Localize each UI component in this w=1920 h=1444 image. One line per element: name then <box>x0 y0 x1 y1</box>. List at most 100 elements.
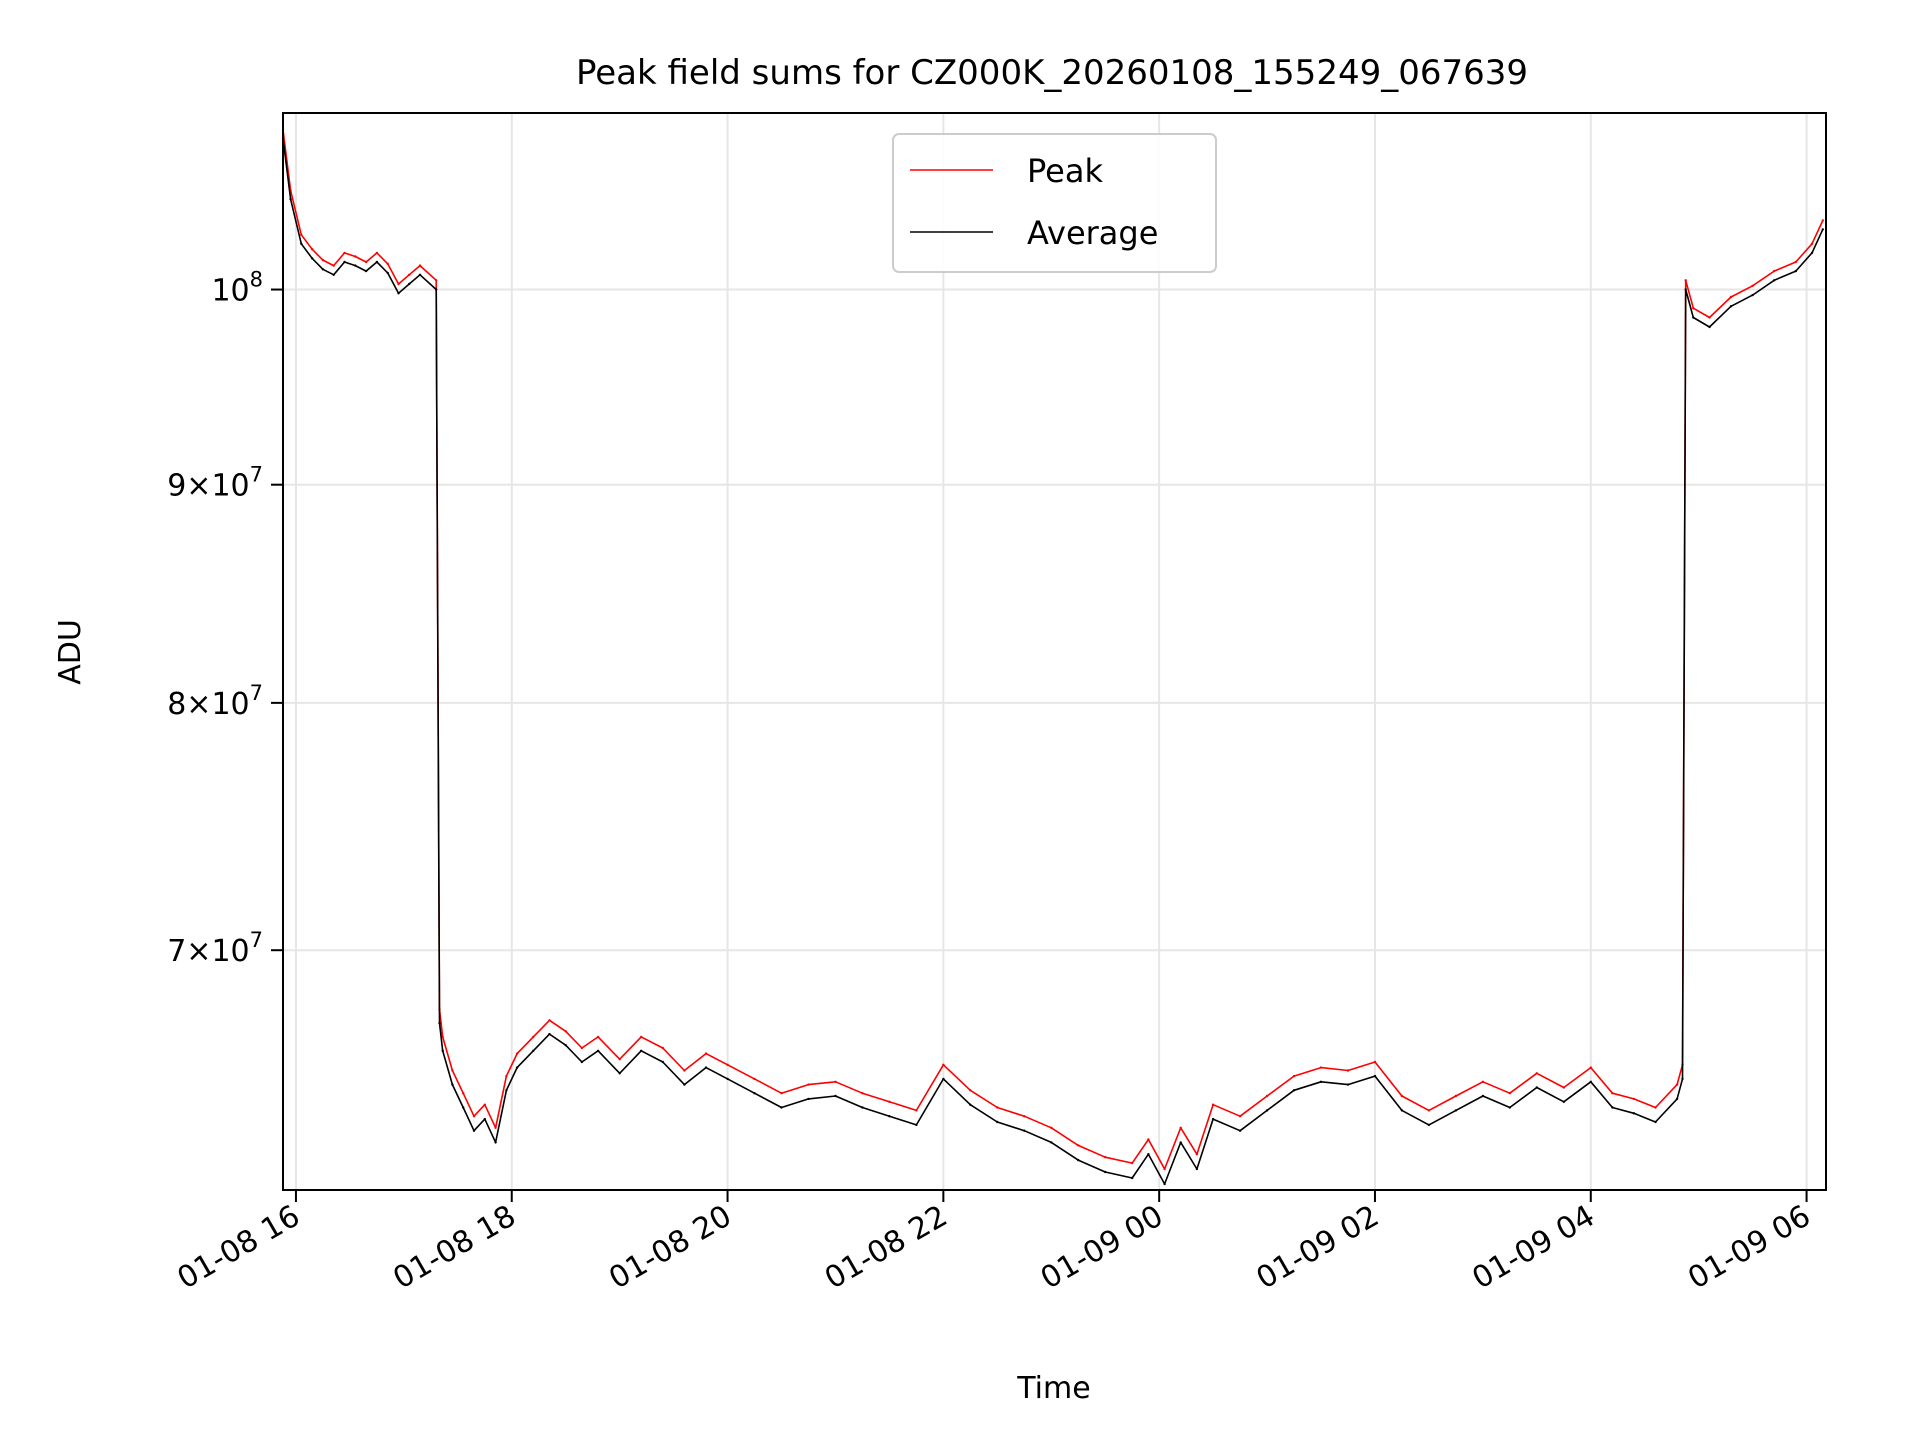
data-point <box>1292 1089 1296 1092</box>
data-point <box>683 1069 686 1072</box>
data-point <box>969 1089 972 1092</box>
data-point <box>1675 1097 1679 1101</box>
data-point <box>861 1092 864 1095</box>
data-point <box>580 1046 584 1050</box>
data-point <box>1265 1094 1269 1098</box>
data-point <box>969 1103 972 1106</box>
data-point <box>834 1080 837 1084</box>
data-point <box>1179 1126 1182 1130</box>
data-point <box>1481 1094 1485 1098</box>
data-point <box>343 260 346 264</box>
data-point <box>462 1092 465 1095</box>
y-tick-label: 8×107 <box>167 681 263 722</box>
data-point <box>1373 1074 1377 1078</box>
data-point <box>942 1063 945 1067</box>
data-point <box>515 1052 519 1055</box>
data-point <box>1195 1153 1199 1156</box>
data-point <box>1179 1141 1182 1144</box>
data-point <box>661 1060 664 1064</box>
y-tick-label-exponent: 7 <box>250 928 263 952</box>
data-point <box>332 273 335 276</box>
data-point <box>321 258 325 262</box>
data-point <box>1238 1129 1242 1132</box>
data-point <box>386 262 389 265</box>
data-point <box>472 1129 476 1132</box>
legend-box <box>892 133 1217 273</box>
data-point <box>1562 1100 1566 1104</box>
data-point <box>1147 1153 1150 1156</box>
data-point <box>1794 260 1798 264</box>
data-point <box>1611 1092 1614 1095</box>
data-point <box>1427 1123 1431 1127</box>
y-tick-label: 7×107 <box>167 928 263 969</box>
y-tick-label-exponent: 8 <box>250 268 263 292</box>
data-point <box>1195 1167 1199 1171</box>
y-tick-label-base: 10 <box>211 274 249 309</box>
x-axis-label: Time <box>1016 1371 1090 1406</box>
data-point <box>321 268 325 271</box>
data-point <box>1821 228 1825 231</box>
data-point <box>618 1058 621 1061</box>
data-point <box>1319 1066 1323 1069</box>
data-point <box>704 1052 708 1055</box>
data-point <box>494 1126 497 1130</box>
data-point <box>1654 1120 1657 1124</box>
data-point <box>1611 1106 1614 1109</box>
data-point <box>888 1115 891 1118</box>
data-point <box>1427 1109 1431 1112</box>
chart-title: Peak field sums for CZ000K_20260108_1552… <box>576 53 1528 93</box>
data-point <box>1692 316 1695 319</box>
series-layer <box>281 128 1825 1186</box>
data-point <box>397 292 400 295</box>
data-point <box>1238 1115 1242 1118</box>
data-point <box>807 1083 810 1086</box>
data-point <box>1163 1182 1166 1186</box>
data-point <box>332 264 335 267</box>
data-point <box>310 248 314 251</box>
data-point <box>354 255 357 258</box>
data-point <box>1023 1115 1026 1118</box>
data-point <box>1481 1080 1485 1084</box>
y-tick-label-exponent: 7 <box>250 463 263 487</box>
data-point <box>1346 1083 1350 1086</box>
data-point <box>441 1049 444 1053</box>
data-point <box>1675 1083 1679 1086</box>
data-point <box>532 1049 535 1053</box>
data-point <box>1681 1077 1684 1081</box>
y-tick-label-base: 8×10 <box>167 687 249 722</box>
data-point <box>1131 1176 1134 1180</box>
data-point <box>1810 251 1814 255</box>
data-point <box>408 273 411 276</box>
data-point <box>834 1094 837 1098</box>
data-point <box>515 1066 519 1069</box>
grid <box>283 113 1826 1190</box>
data-point <box>618 1072 621 1075</box>
data-point <box>1319 1080 1323 1084</box>
data-point <box>1454 1109 1458 1112</box>
data-point <box>1684 279 1687 282</box>
data-point <box>300 242 303 245</box>
data-point <box>753 1077 756 1081</box>
data-point <box>418 273 422 276</box>
data-point <box>408 282 411 286</box>
data-point <box>780 1106 783 1109</box>
plot-frame <box>282 112 1827 1191</box>
data-point <box>1373 1060 1377 1064</box>
data-point <box>1077 1158 1080 1162</box>
data-point <box>1632 1112 1636 1115</box>
data-point <box>462 1106 465 1109</box>
y-tick-label: 9×107 <box>167 463 263 504</box>
y-tick-label-exponent: 7 <box>250 681 263 705</box>
data-point <box>753 1092 756 1095</box>
data-point <box>1104 1156 1107 1159</box>
data-point <box>1050 1141 1053 1144</box>
data-point <box>397 282 400 286</box>
data-point <box>1773 269 1776 273</box>
data-point <box>996 1120 999 1124</box>
data-point <box>451 1083 454 1086</box>
data-point <box>438 1021 441 1025</box>
data-point <box>1773 279 1776 282</box>
data-point <box>1131 1161 1134 1165</box>
